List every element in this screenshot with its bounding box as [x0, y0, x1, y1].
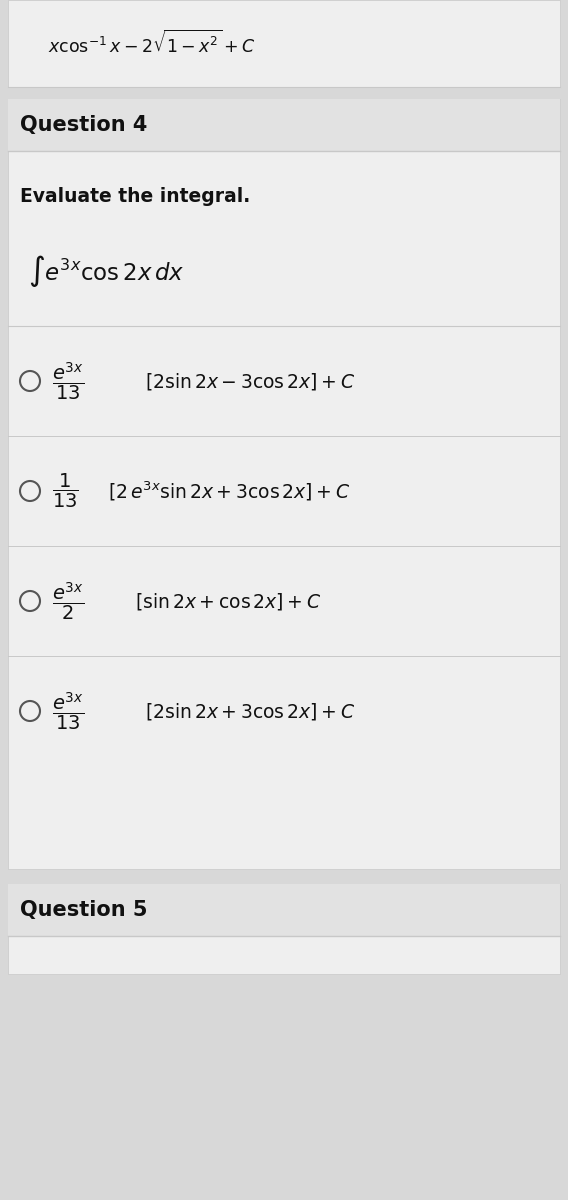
Text: $\int e^{3x} \cos 2x\, dx$: $\int e^{3x} \cos 2x\, dx$	[28, 253, 185, 289]
Bar	[8, 884, 560, 974]
Bar	[8, 98, 560, 869]
Text: Question 5: Question 5	[20, 900, 148, 920]
Text: $x\cos^{-1}x - 2\sqrt{1-x^2} + C$: $x\cos^{-1}x - 2\sqrt{1-x^2} + C$	[48, 30, 256, 58]
Text: $[2 \sin 2x + 3 \cos 2x] + C$: $[2 \sin 2x + 3 \cos 2x] + C$	[145, 701, 355, 721]
Bar	[8, 884, 560, 936]
Text: $\dfrac{e^{3x}}{13}$: $\dfrac{e^{3x}}{13}$	[52, 690, 84, 732]
Text: $[\sin 2x + \cos 2x] + C$: $[\sin 2x + \cos 2x] + C$	[135, 590, 321, 612]
Text: $\dfrac{1}{13}$: $\dfrac{1}{13}$	[52, 472, 79, 510]
Text: $\dfrac{e^{3x}}{2}$: $\dfrac{e^{3x}}{2}$	[52, 580, 84, 622]
Text: $[2 \sin 2x - 3 \cos 2x] + C$: $[2 \sin 2x - 3 \cos 2x] + C$	[145, 371, 355, 391]
Text: Evaluate the integral.: Evaluate the integral.	[20, 186, 250, 205]
Text: $\dfrac{e^{3x}}{13}$: $\dfrac{e^{3x}}{13}$	[52, 360, 84, 402]
Bar	[8, 0, 560, 86]
Text: Question 4: Question 4	[20, 115, 147, 134]
Text: $[2\, e^{3x} \sin 2x + 3 \cos 2x] + C$: $[2\, e^{3x} \sin 2x + 3 \cos 2x] + C$	[108, 479, 350, 503]
Bar	[8, 98, 560, 151]
